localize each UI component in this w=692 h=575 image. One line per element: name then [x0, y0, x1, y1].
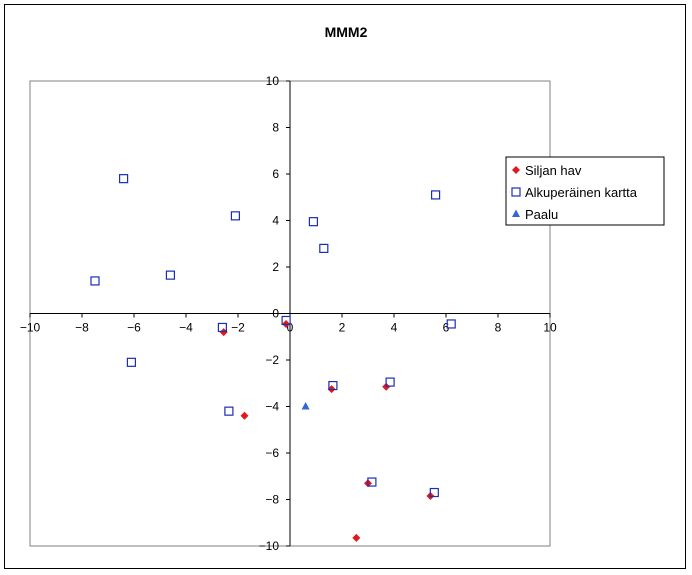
y-tick-label: 2 [272, 260, 279, 274]
data-point [319, 243, 329, 253]
y-tick-label: 8 [272, 121, 279, 135]
legend-marker [512, 166, 520, 174]
data-point [224, 406, 234, 416]
data-points [90, 174, 456, 542]
x-tick-label: −6 [127, 321, 141, 335]
y-tick-label: −2 [265, 353, 279, 367]
data-point [230, 211, 240, 221]
series-2 [90, 174, 456, 498]
y-tick-label: 0 [272, 307, 279, 321]
y-tick-label: −8 [265, 493, 279, 507]
x-tick-label: −10 [20, 321, 41, 335]
x-tick-label: −8 [75, 321, 89, 335]
data-point [446, 319, 456, 329]
data-point [281, 315, 291, 326]
y-tick-label: −6 [265, 446, 279, 460]
legend-label: Siljan hav [525, 163, 582, 178]
legend-marker [512, 209, 520, 217]
data-point [217, 322, 227, 333]
data-point [328, 380, 338, 391]
data-point [118, 174, 129, 184]
data-point [240, 411, 249, 420]
chart-title: MMM2 [325, 24, 368, 40]
x-tick-label: 0 [287, 321, 294, 335]
y-tick-label: 4 [272, 214, 279, 228]
y-tick-label: 10 [266, 74, 280, 88]
axes [29, 80, 551, 547]
data-point [352, 533, 361, 542]
legend: Siljan hav Alkuperäinen kartta Paalu [505, 156, 665, 226]
chart-frame [4, 4, 686, 569]
y-tick-label: 6 [272, 167, 279, 181]
x-tick-label: 10 [543, 321, 557, 335]
data-point [219, 328, 228, 337]
data-point [385, 377, 395, 387]
x-tick-label: 6 [443, 321, 450, 335]
legend-box [505, 156, 665, 226]
data-point [126, 357, 137, 367]
legend-marker [511, 187, 521, 197]
legend-label: Paalu [525, 207, 558, 222]
series-1 [219, 319, 435, 542]
legend-label: Alkuperäinen kartta [525, 185, 638, 200]
data-point [431, 190, 441, 200]
x-tick-label: 2 [339, 321, 346, 335]
y-tick-label: −4 [265, 400, 279, 414]
x-tick-label: 8 [495, 321, 502, 335]
tick-labels: −10 −8 −6 −4 −2 0 2 4 6 8 10 −10 −8 −6 −4 −2 0 2 4 6 8 10 [20, 74, 557, 553]
data-point [165, 270, 175, 280]
data-point [429, 487, 439, 498]
series-3 [301, 402, 310, 410]
x-tick-label: −4 [179, 321, 193, 335]
x-tick-label: 4 [391, 321, 398, 335]
data-point [90, 276, 100, 286]
data-point [308, 217, 318, 227]
y-tick-label: −10 [259, 539, 280, 553]
data-point [301, 402, 310, 410]
x-tick-label: −2 [231, 321, 245, 335]
data-point [367, 477, 377, 487]
data-point [382, 382, 391, 391]
